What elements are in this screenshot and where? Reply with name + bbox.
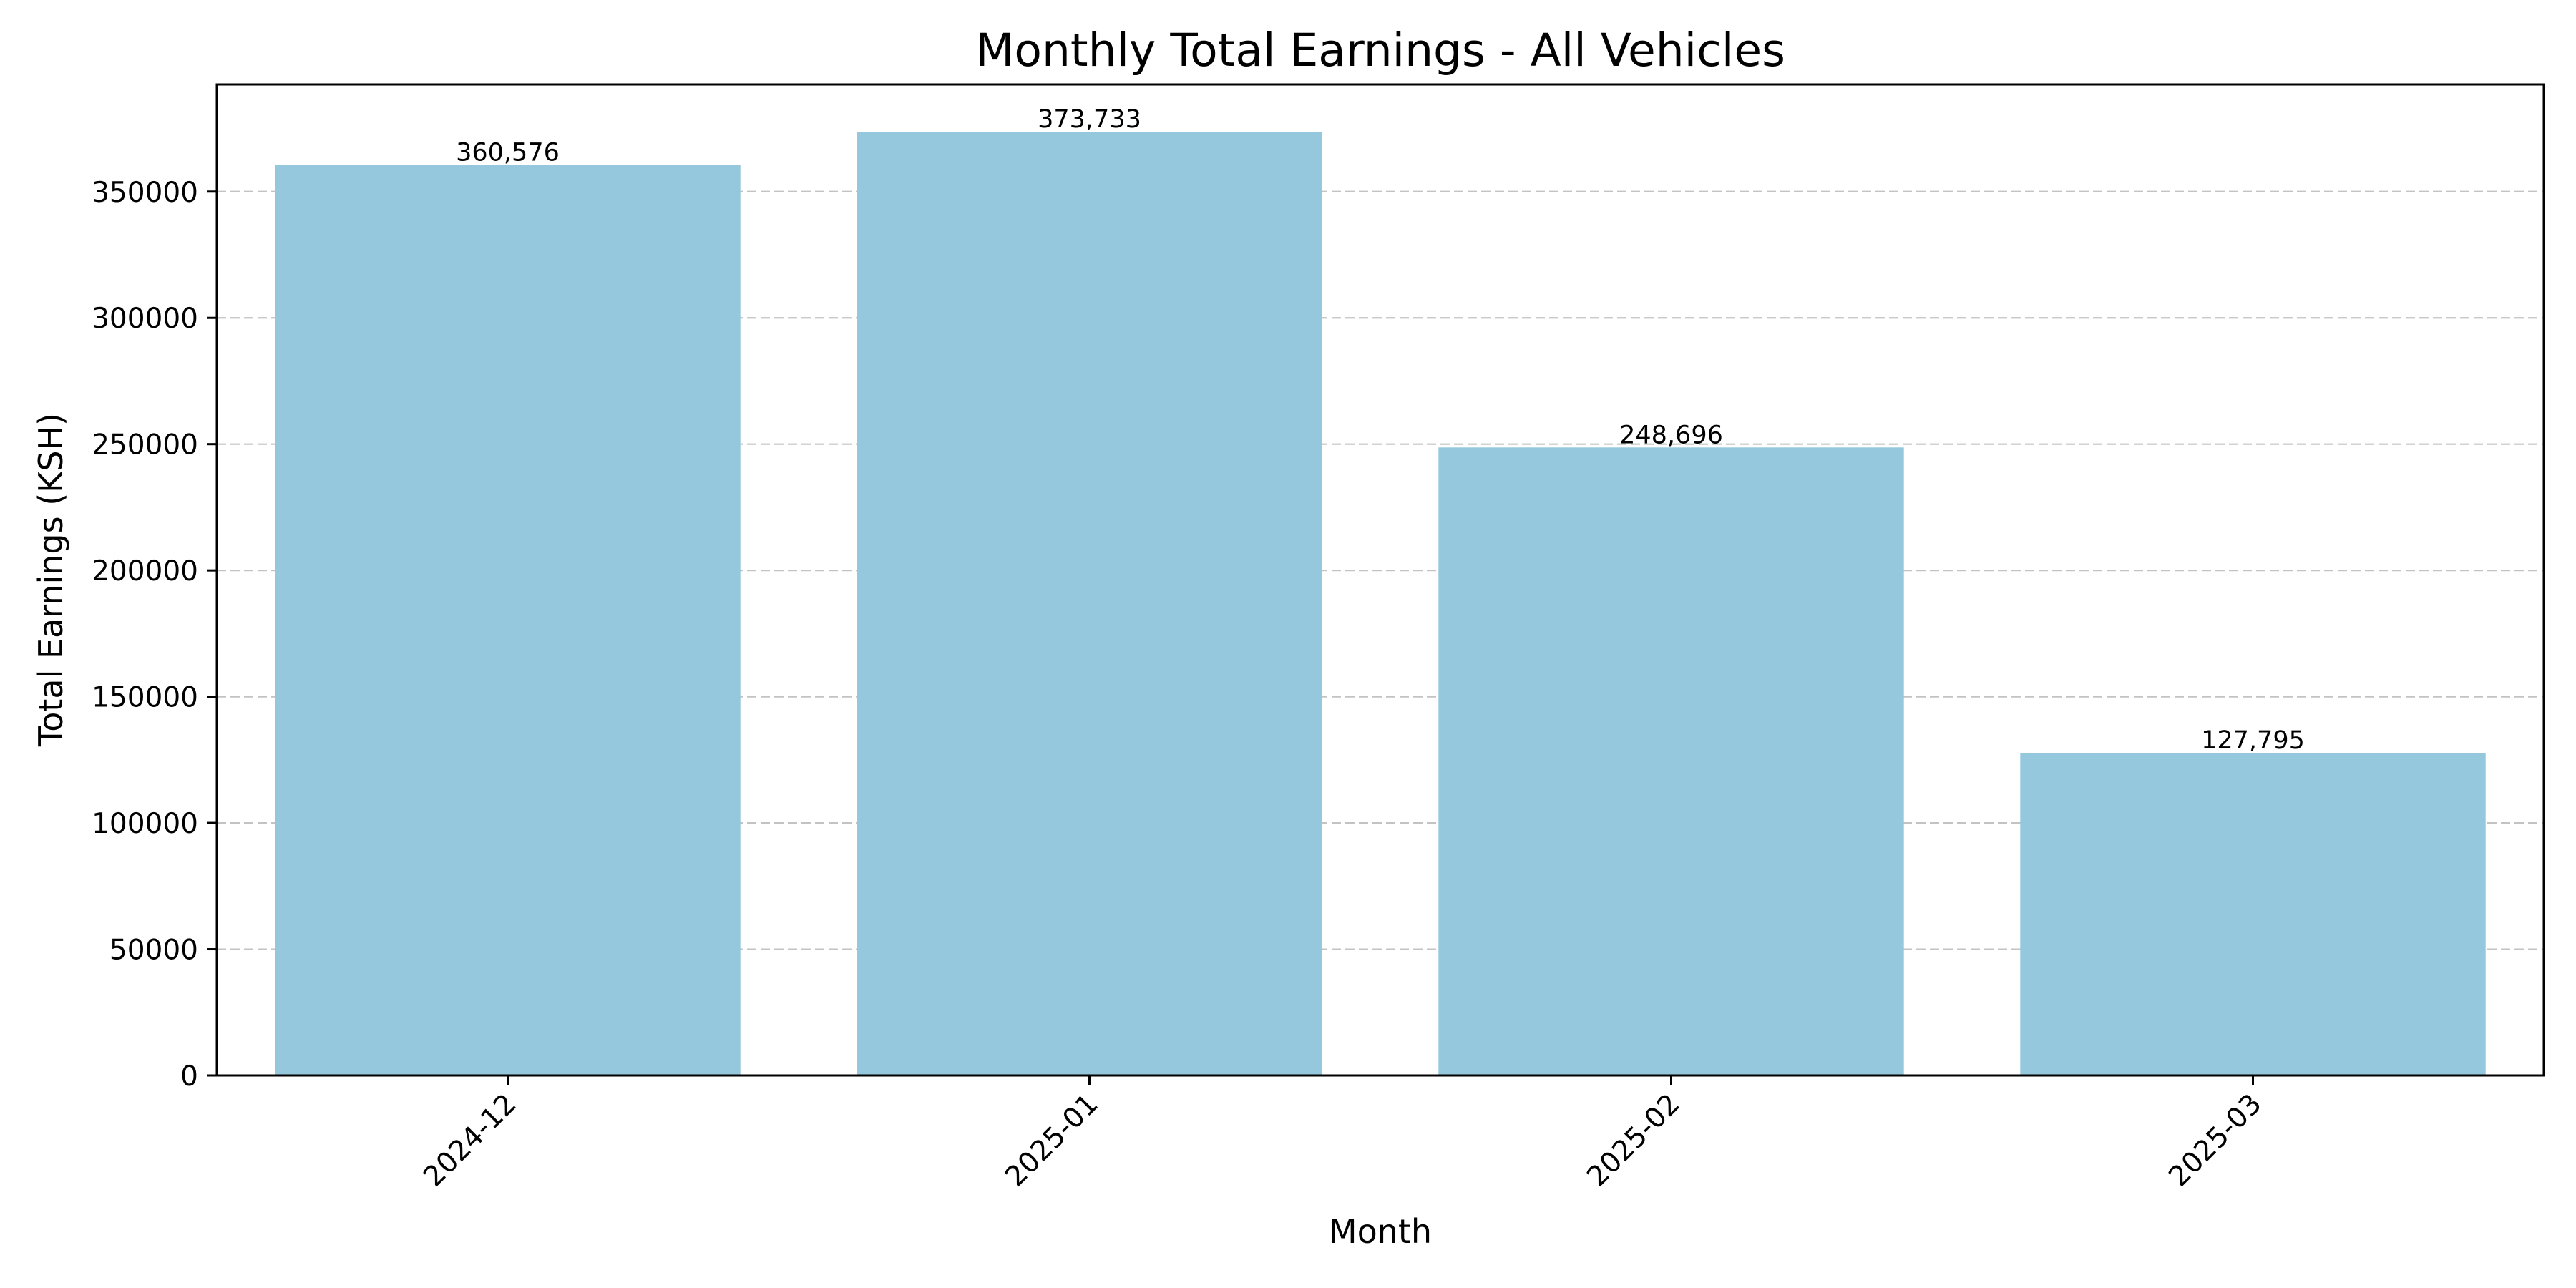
plot-area-frame <box>215 83 2545 1077</box>
y-tick-label: 50000 <box>109 935 198 967</box>
data-label: 360,576 <box>456 138 560 167</box>
bar <box>2020 752 2486 1075</box>
x-tick-label: 2025-02 <box>1581 1088 1687 1193</box>
y-tick-label: 300000 <box>92 303 198 335</box>
bar <box>857 132 1322 1075</box>
y-tick-label: 0 <box>180 1060 198 1093</box>
x-tick-label: 2025-03 <box>2163 1088 2268 1193</box>
x-tick-label: 2025-01 <box>1000 1088 1105 1193</box>
chart-title: Monthly Total Earnings - All Vehicles <box>975 24 1785 77</box>
y-axis-ticks: 0 50000 100000 150000 200000 250000 300000 3500… <box>92 177 217 1093</box>
data-label: 127,795 <box>2201 726 2305 755</box>
x-axis-label: Month <box>1329 1212 1432 1251</box>
y-tick-label: 200000 <box>92 555 198 587</box>
data-label: 373,733 <box>1038 105 1141 134</box>
data-labels: 360,576 373,733 248,696 127,795 <box>456 105 2305 755</box>
bar <box>1438 447 1904 1075</box>
x-axis-ticks: 2024-12 2025-01 2025-02 2025-03 <box>418 1075 2268 1193</box>
data-label: 248,696 <box>1619 421 1723 449</box>
y-tick-label: 150000 <box>92 682 198 714</box>
y-tick-label: 100000 <box>92 808 198 840</box>
bars <box>275 132 2486 1075</box>
y-tick-label: 250000 <box>92 429 198 462</box>
y-axis-label: Total Earnings (KSH) <box>31 413 70 747</box>
y-tick-label: 350000 <box>92 177 198 209</box>
x-tick-label: 2024-12 <box>418 1088 523 1193</box>
bar <box>275 165 741 1075</box>
